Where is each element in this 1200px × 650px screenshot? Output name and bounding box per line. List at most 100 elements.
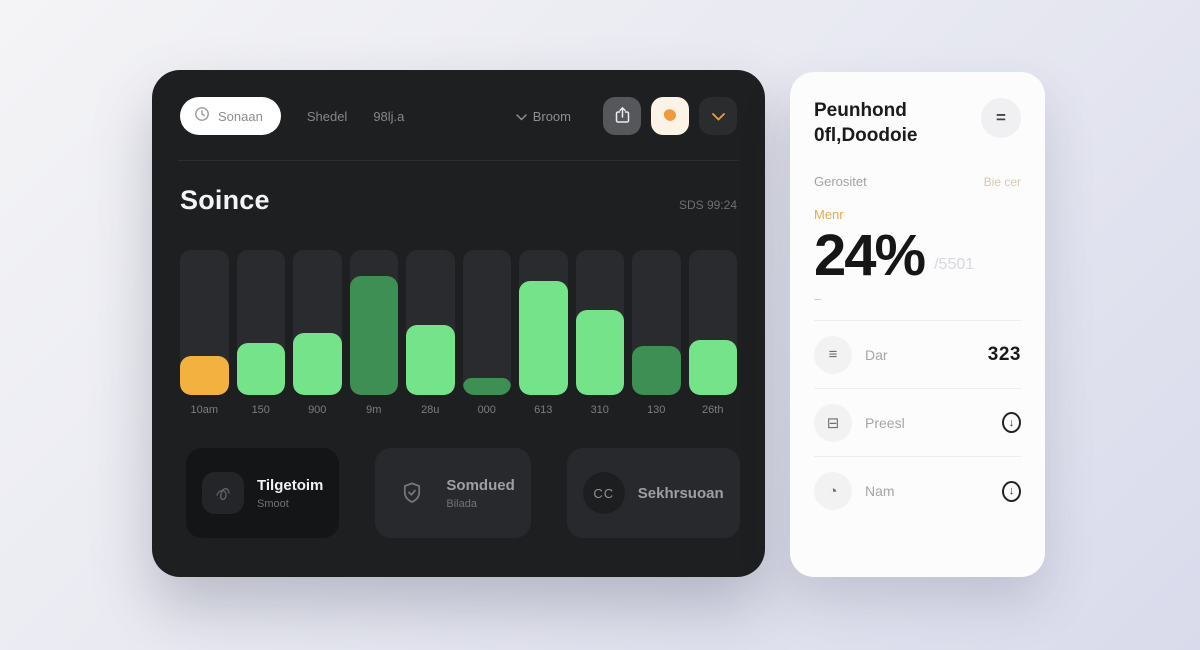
tile-secured[interactable]: Somdued Bilada bbox=[375, 448, 531, 538]
chart-x-label: 900 bbox=[308, 404, 327, 416]
chart-bar-track bbox=[406, 250, 455, 395]
cc-badge-icon: CC bbox=[582, 472, 625, 514]
side-panel: Peunhond 0fl,Doodoie = Gerositet Bie cer… bbox=[790, 72, 1045, 577]
chart-column: 10am bbox=[180, 250, 229, 420]
chart-bar-track bbox=[462, 250, 511, 395]
chart-bar[interactable] bbox=[293, 333, 342, 395]
chart-x-label: 150 bbox=[251, 404, 270, 416]
chart-bar[interactable] bbox=[632, 346, 681, 395]
list-item-dar[interactable]: ≡ Dar 323 bbox=[814, 321, 1021, 389]
chart-bar[interactable] bbox=[688, 340, 737, 395]
metric-label: Menr bbox=[814, 207, 844, 222]
blob-icon bbox=[660, 106, 680, 127]
clock-icon bbox=[194, 106, 210, 127]
metric-total: /5501 bbox=[934, 255, 975, 273]
list-item-label: Preesl bbox=[865, 414, 905, 431]
tile-settings[interactable]: CC Sekhrsuoan bbox=[566, 448, 740, 538]
search-pill[interactable]: Sonaan bbox=[180, 97, 281, 135]
chart-bar-track bbox=[519, 250, 568, 395]
menu-icon: = bbox=[996, 108, 1006, 127]
clock-quarter-icon: ◔ bbox=[814, 472, 852, 510]
room-dropdown-label: Broom bbox=[532, 108, 571, 124]
chart-column: 000 bbox=[462, 250, 511, 420]
lines-icon: ≡ bbox=[814, 335, 852, 374]
scribble-icon bbox=[202, 472, 244, 514]
chart-bar-track bbox=[293, 250, 342, 395]
menu-button[interactable]: = bbox=[981, 98, 1021, 138]
panel-title-line1: Peunhond bbox=[814, 100, 907, 121]
page-title: Soince bbox=[180, 185, 270, 215]
chart-bar[interactable] bbox=[575, 310, 624, 395]
chart-bar[interactable] bbox=[406, 325, 455, 395]
nav-item-2[interactable]: 98lj.a bbox=[373, 108, 405, 124]
list-item-preesl[interactable]: ⊟ Preesl ↓ bbox=[814, 389, 1021, 457]
tile-subtitle: Bilada bbox=[446, 497, 477, 510]
brand-button[interactable] bbox=[651, 97, 689, 135]
metric-value: 24% bbox=[814, 223, 926, 288]
chart-bar[interactable] bbox=[180, 356, 229, 395]
wallet-icon: ⊟ bbox=[814, 403, 852, 442]
chart-bar-track bbox=[575, 250, 624, 395]
list-item-value: 323 bbox=[987, 343, 1021, 365]
share-button[interactable] bbox=[603, 97, 641, 135]
shield-icon bbox=[391, 472, 433, 514]
chart-column: 310 bbox=[575, 250, 624, 420]
panel-title-line2: 0fl,Doodoie bbox=[814, 125, 918, 146]
chart-meta: SDS 99:24 bbox=[678, 198, 737, 212]
chart-x-label: 28u bbox=[421, 404, 440, 416]
stat-row: Gerositet Bie cer bbox=[814, 174, 1021, 189]
chart-bar-track bbox=[349, 250, 398, 395]
arrow-down-badge-icon[interactable]: ↓ bbox=[1002, 412, 1021, 433]
chart-bar[interactable] bbox=[519, 281, 568, 395]
chart-column: 150 bbox=[236, 250, 285, 420]
chart-bar-track bbox=[688, 250, 737, 395]
chart-bar-track bbox=[632, 250, 681, 395]
chevron-down-icon bbox=[711, 109, 725, 124]
chart-x-label: 310 bbox=[590, 404, 609, 416]
list-item-label: Dar bbox=[865, 346, 888, 363]
dashboard-header: Sonaan Shedel 98lj.a Broom bbox=[180, 96, 737, 136]
chart-column: 130 bbox=[632, 250, 681, 420]
title-row: Soince SDS 99:24 bbox=[180, 185, 737, 216]
tile-title: Tilgetoim bbox=[257, 476, 324, 494]
chart-column: 28u bbox=[406, 250, 455, 420]
chart-column: 9m bbox=[349, 250, 398, 420]
header-divider bbox=[178, 160, 739, 161]
tile-title: Somdued bbox=[446, 476, 515, 494]
nav-links: Shedel 98lj.a bbox=[307, 109, 405, 124]
list-item-nam[interactable]: ◔ Nam ↓ bbox=[814, 457, 1021, 525]
share-icon bbox=[614, 106, 631, 127]
chart-bar-track bbox=[180, 250, 229, 395]
panel-header: Peunhond 0fl,Doodoie = bbox=[814, 98, 1021, 148]
chart-bar[interactable] bbox=[236, 343, 285, 395]
metric-dash: – bbox=[814, 291, 822, 306]
metric-row: 24% /5501 bbox=[814, 222, 1021, 289]
chart-x-label: 9m bbox=[366, 404, 382, 416]
list-item-label: Nam bbox=[865, 483, 895, 499]
chart-x-label: 613 bbox=[534, 404, 553, 416]
panel-title: Peunhond 0fl,Doodoie bbox=[814, 98, 917, 148]
expand-button[interactable] bbox=[699, 97, 737, 135]
stat-label: Gerositet bbox=[814, 174, 867, 189]
dashboard-card: Sonaan Shedel 98lj.a Broom bbox=[152, 70, 765, 577]
room-dropdown[interactable]: Broom bbox=[515, 108, 571, 124]
chart-x-label: 10am bbox=[190, 404, 219, 416]
chart-column: 900 bbox=[293, 250, 342, 420]
tile-subtitle: Smoot bbox=[257, 497, 289, 510]
chart-bar[interactable] bbox=[462, 378, 511, 395]
chart-x-label: 26th bbox=[702, 404, 724, 416]
stat-value: Bie cer bbox=[983, 174, 1021, 189]
nav-item-1[interactable]: Shedel bbox=[306, 108, 348, 124]
chart-bar-track bbox=[236, 250, 285, 395]
chart-bar[interactable] bbox=[349, 276, 398, 395]
chevron-down-icon bbox=[515, 109, 527, 124]
arrow-down-badge-icon[interactable]: ↓ bbox=[1002, 480, 1021, 502]
chart-column: 613 bbox=[519, 250, 568, 420]
tile-title: Sekhrsuoan bbox=[637, 484, 724, 502]
chart-column: 26th bbox=[688, 250, 737, 420]
search-label: Sonaan bbox=[218, 108, 263, 124]
chart-x-label: 000 bbox=[477, 404, 496, 416]
panel-divider bbox=[814, 320, 1021, 321]
bar-chart: 10am 150 900 9m 28u 000 613 310 130 26th bbox=[180, 250, 737, 420]
tile-telegram[interactable]: Tilgetoim Smoot bbox=[186, 448, 340, 538]
